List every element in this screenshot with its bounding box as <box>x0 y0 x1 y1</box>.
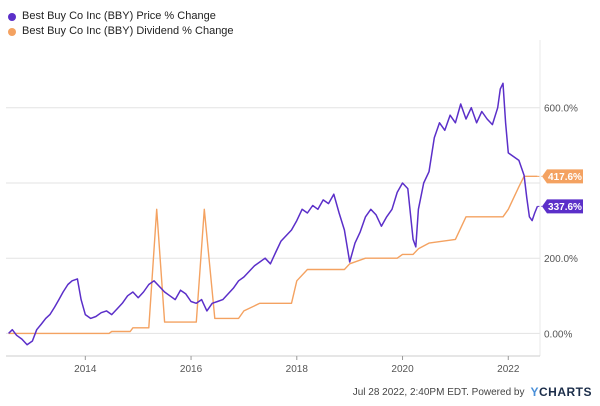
ycharts-logo[interactable]: YCHARTS <box>530 385 592 399</box>
y-tick-label: 600.0% <box>544 104 578 115</box>
legend: Best Buy Co Inc (BBY) Price % Change Bes… <box>8 9 234 39</box>
chart-footer: Jul 28 2022, 2:40PM EDT. Powered by YCHA… <box>353 385 592 399</box>
ycharts-logo-y: Y <box>530 385 539 399</box>
powered-by-label: Powered by <box>471 386 525 398</box>
y-tick-label: 200.0% <box>544 254 578 265</box>
x-tick-label: 2018 <box>286 364 309 375</box>
x-tick-label: 2022 <box>497 364 520 375</box>
x-tick-label: 2014 <box>74 364 97 375</box>
price-end-flag <box>542 199 583 214</box>
dividend-end-label: 417.6% <box>548 172 582 183</box>
legend-item-dividend[interactable]: Best Buy Co Inc (BBY) Dividend % Change <box>8 24 234 39</box>
price-end-label: 337.6% <box>548 202 582 213</box>
y-tick-label: 0.00% <box>544 329 572 340</box>
series-line-price <box>8 82 539 346</box>
timestamp: Jul 28 2022, 2:40PM EDT. <box>352 386 469 398</box>
ycharts-logo-text: CHARTS <box>539 385 592 399</box>
legend-label-dividend: Best Buy Co Inc (BBY) Dividend % Change <box>22 25 234 37</box>
legend-label-price: Best Buy Co Inc (BBY) Price % Change <box>22 10 216 22</box>
legend-dot-price <box>8 12 16 21</box>
x-tick-label: 2020 <box>391 364 414 375</box>
legend-item-price[interactable]: Best Buy Co Inc (BBY) Price % Change <box>8 9 234 24</box>
dividend-end-flag <box>542 169 583 184</box>
series-line-dividend <box>8 175 538 335</box>
legend-dot-dividend <box>8 27 16 36</box>
x-tick-label: 2016 <box>180 364 203 375</box>
